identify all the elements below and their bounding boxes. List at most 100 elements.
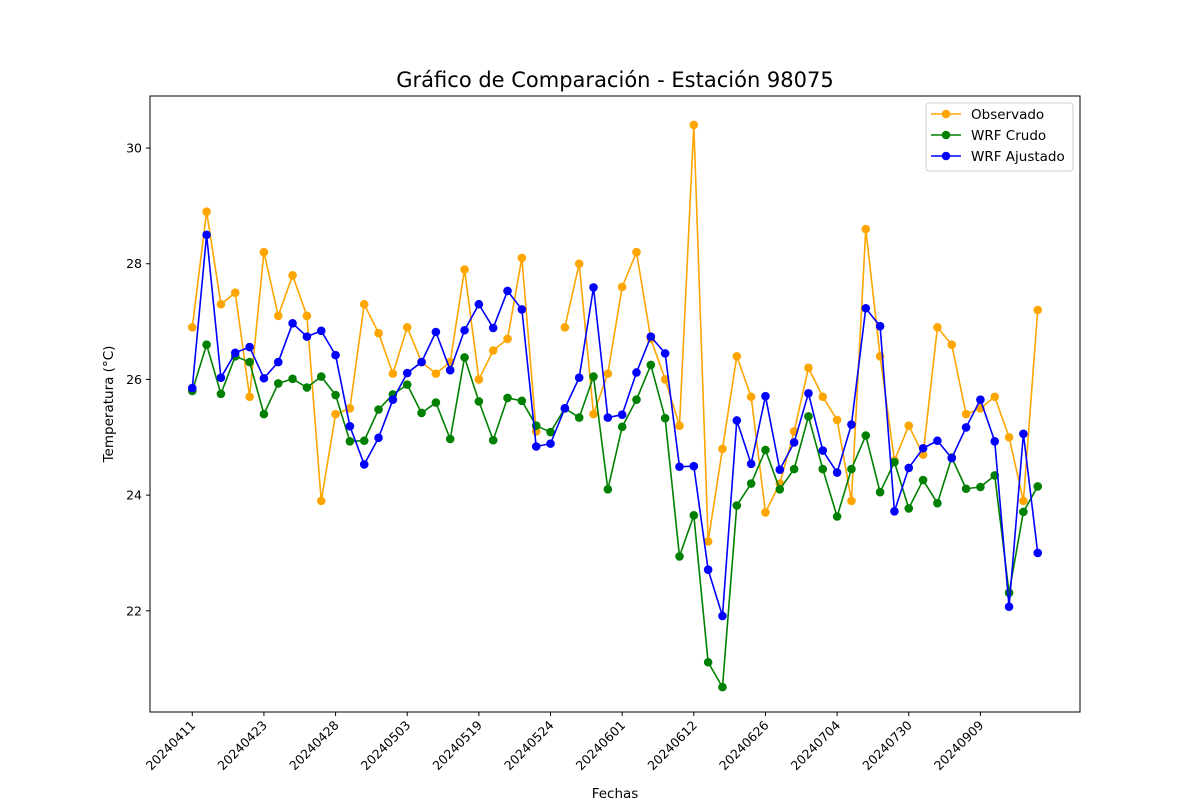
data-point bbox=[1033, 482, 1043, 491]
data-point bbox=[359, 436, 369, 446]
data-point bbox=[904, 463, 914, 473]
data-point bbox=[460, 325, 469, 335]
data-point bbox=[746, 479, 756, 488]
data-point bbox=[947, 340, 957, 350]
data-point bbox=[517, 396, 527, 406]
legend-marker bbox=[941, 130, 951, 140]
series-line bbox=[191, 234, 1039, 617]
data-point bbox=[273, 357, 283, 367]
data-point bbox=[1004, 588, 1014, 598]
data-point bbox=[187, 383, 197, 393]
data-point bbox=[431, 327, 441, 337]
data-point bbox=[488, 323, 498, 333]
data-point bbox=[288, 319, 297, 328]
data-point bbox=[187, 323, 197, 332]
data-point bbox=[460, 353, 469, 362]
data-point bbox=[617, 282, 627, 292]
data-point bbox=[402, 380, 412, 389]
data-point bbox=[660, 349, 670, 358]
data-point bbox=[503, 393, 512, 403]
data-point bbox=[976, 395, 985, 404]
x-axis-label: Fechas bbox=[592, 786, 639, 800]
data-point bbox=[431, 369, 441, 378]
data-point bbox=[689, 511, 699, 520]
data-point bbox=[918, 475, 928, 485]
data-point bbox=[316, 496, 326, 506]
data-point bbox=[216, 373, 226, 382]
data-point bbox=[546, 427, 555, 437]
data-point bbox=[603, 413, 613, 422]
data-point bbox=[933, 436, 942, 446]
data-point bbox=[890, 457, 899, 467]
data-point bbox=[861, 431, 871, 440]
data-point bbox=[374, 405, 383, 414]
data-point bbox=[1004, 602, 1014, 612]
data-point bbox=[474, 375, 484, 384]
data-point bbox=[675, 552, 684, 561]
data-point bbox=[904, 504, 914, 513]
data-point bbox=[718, 444, 727, 454]
data-point bbox=[961, 409, 971, 419]
data-point bbox=[316, 326, 326, 336]
data-point bbox=[660, 375, 670, 384]
data-point bbox=[202, 340, 211, 350]
data-point bbox=[847, 496, 856, 506]
data-point bbox=[345, 421, 355, 431]
y-tick-label: 26 bbox=[126, 372, 142, 387]
data-point bbox=[746, 459, 756, 469]
data-point bbox=[990, 437, 1000, 446]
data-point bbox=[560, 404, 570, 413]
legend-marker bbox=[941, 151, 951, 161]
data-point bbox=[746, 392, 756, 402]
legend-label: Observado bbox=[971, 107, 1044, 123]
data-point bbox=[202, 230, 211, 240]
data-point bbox=[589, 409, 598, 419]
legend: Observado WRF Crudo WRF Ajustado bbox=[925, 102, 1074, 172]
data-point bbox=[288, 271, 297, 280]
data-point bbox=[445, 434, 455, 444]
data-point bbox=[603, 485, 613, 494]
data-point bbox=[1033, 305, 1043, 315]
data-point bbox=[947, 453, 957, 463]
y-tick-label: 30 bbox=[126, 141, 142, 156]
data-point bbox=[804, 412, 813, 421]
data-point bbox=[259, 409, 269, 419]
data-point bbox=[933, 323, 942, 332]
series-wrf-crudo bbox=[187, 340, 1043, 692]
data-point bbox=[445, 365, 455, 375]
data-point bbox=[345, 404, 355, 413]
y-tick-label: 24 bbox=[126, 488, 142, 503]
data-point bbox=[617, 410, 627, 420]
data-point bbox=[933, 498, 942, 508]
data-point bbox=[617, 422, 627, 432]
data-point bbox=[660, 413, 670, 423]
data-point bbox=[1019, 429, 1028, 439]
data-point bbox=[216, 389, 226, 399]
data-point bbox=[202, 207, 211, 216]
data-point bbox=[861, 224, 871, 234]
data-point bbox=[718, 682, 727, 692]
data-point bbox=[832, 468, 842, 477]
data-point bbox=[832, 512, 842, 521]
data-point bbox=[302, 332, 312, 341]
data-point bbox=[359, 460, 369, 469]
data-point bbox=[875, 321, 885, 331]
data-point bbox=[259, 247, 269, 257]
data-point bbox=[388, 369, 398, 378]
data-point bbox=[216, 299, 226, 309]
data-point bbox=[374, 433, 383, 443]
data-point bbox=[574, 259, 584, 269]
data-point bbox=[732, 351, 742, 361]
data-point bbox=[789, 438, 799, 447]
data-point bbox=[402, 368, 412, 378]
data-point bbox=[818, 464, 828, 474]
data-point bbox=[331, 409, 340, 419]
data-point bbox=[560, 323, 570, 332]
data-point bbox=[732, 416, 742, 425]
data-point bbox=[488, 346, 498, 355]
data-point bbox=[1019, 496, 1028, 506]
data-point bbox=[804, 363, 813, 373]
legend-label: WRF Crudo bbox=[971, 128, 1046, 144]
data-point bbox=[703, 657, 713, 667]
data-point bbox=[230, 288, 240, 297]
